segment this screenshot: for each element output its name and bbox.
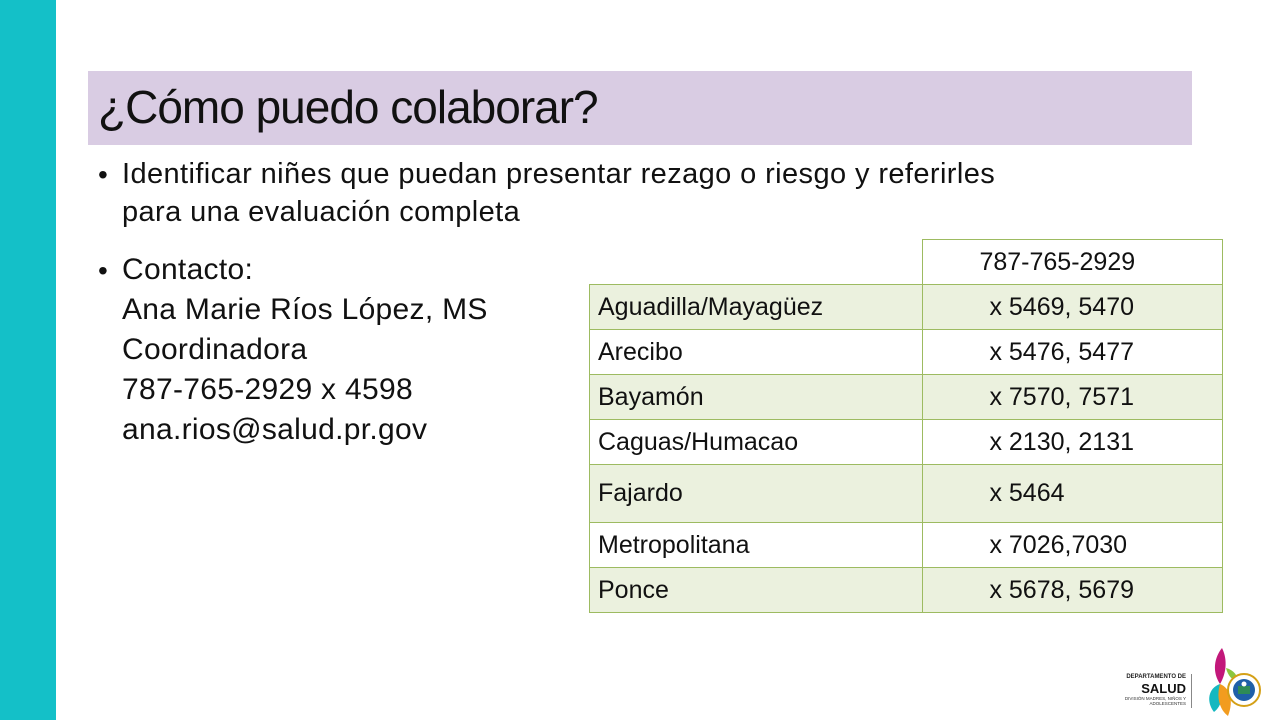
region-cell: Arecibo <box>588 329 924 375</box>
contact-phone: 787-765-2929 x 4598 <box>122 373 413 406</box>
bullet-text-identify: Identificar niñes que puedan presentar r… <box>122 155 995 231</box>
logo-separator <box>1191 674 1192 708</box>
extension-cell: x 5464 <box>922 464 1223 523</box>
table-header-row: 787-765-2929 <box>589 239 1223 285</box>
table-header-phone: 787-765-2929 <box>922 239 1223 285</box>
contact-block: Contacto: Ana Marie Ríos López, MS Coord… <box>122 250 488 450</box>
table-row: Metropolitana x 7026,7030 <box>588 522 1223 568</box>
logo-salud-text: SALUD <box>1141 681 1186 696</box>
contact-label: Contacto: <box>122 253 254 286</box>
extension-cell: x 5476, 5477 <box>922 329 1223 375</box>
logo-dept-text: DEPARTAMENTO DE <box>1126 674 1186 680</box>
region-cell: Fajardo <box>588 464 924 523</box>
contact-role: Coordinadora <box>122 333 308 366</box>
region-cell: Ponce <box>588 567 924 613</box>
logo-division-text: DIVISIÓN MADRES, NIÑOS Y ADOLESCENTES <box>1124 696 1186 706</box>
contact-email: ana.rios@salud.pr.gov <box>122 413 428 446</box>
logo-emblem-icon <box>1209 648 1261 716</box>
bullet-marker-2: • <box>98 255 108 286</box>
bullet-text-line-2: para una evaluación completa <box>122 196 521 228</box>
bullet-text-line-1: Identificar niñes que puedan presentar r… <box>122 158 996 190</box>
table-header-empty-cell <box>589 239 924 285</box>
title-band: ¿Cómo puedo colaborar? <box>88 71 1192 145</box>
region-cell: Aguadilla/Mayagüez <box>588 284 924 330</box>
contact-name: Ana Marie Ríos López, MS <box>122 293 488 326</box>
bullet-marker-1: • <box>98 159 108 190</box>
table-row: Arecibo x 5476, 5477 <box>588 329 1223 375</box>
region-cell: Caguas/Humacao <box>588 419 924 465</box>
extension-cell: x 5469, 5470 <box>922 284 1223 330</box>
table-row: Caguas/Humacao x 2130, 2131 <box>588 419 1223 465</box>
extension-cell: x 7570, 7571 <box>922 374 1223 420</box>
extension-cell: x 2130, 2131 <box>922 419 1223 465</box>
extensions-table: 787-765-2929 Aguadilla/Mayagüez x 5469, … <box>588 239 1223 613</box>
side-accent-bar <box>0 0 56 720</box>
extension-cell: x 7026,7030 <box>922 522 1223 568</box>
region-cell: Bayamón <box>588 374 924 420</box>
slide-title: ¿Cómo puedo colaborar? <box>98 81 599 133</box>
table-row: Bayamón x 7570, 7571 <box>588 374 1223 420</box>
region-cell: Metropolitana <box>588 522 924 568</box>
table-row: Ponce x 5678, 5679 <box>588 567 1223 613</box>
table-row: Fajardo x 5464 <box>588 464 1223 523</box>
department-logo: DEPARTAMENTO DE SALUD DIVISIÓN MADRES, N… <box>1122 644 1272 720</box>
table-row: Aguadilla/Mayagüez x 5469, 5470 <box>588 284 1223 330</box>
extension-cell: x 5678, 5679 <box>922 567 1223 613</box>
